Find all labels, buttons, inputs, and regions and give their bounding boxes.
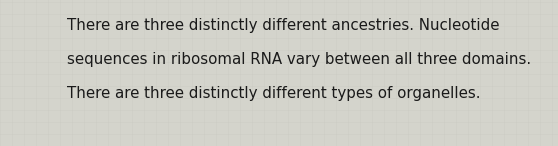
Text: There are three distinctly different types of organelles.: There are three distinctly different typ… [67, 86, 480, 101]
Text: There are three distinctly different ancestries. Nucleotide: There are three distinctly different anc… [67, 18, 499, 33]
Text: sequences in ribosomal RNA vary between all three domains.: sequences in ribosomal RNA vary between … [67, 52, 531, 67]
